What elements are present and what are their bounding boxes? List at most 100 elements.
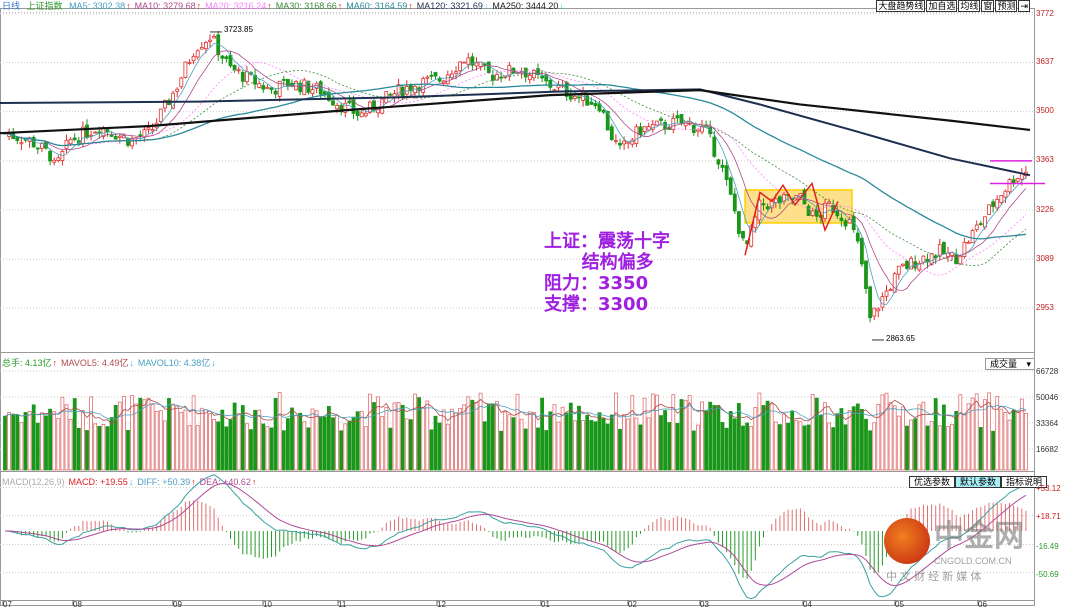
volume-bar — [150, 403, 155, 471]
volume-bar — [11, 413, 16, 471]
cngold-logo-icon — [884, 518, 930, 564]
volume-bar — [769, 403, 774, 471]
candle-body — [905, 260, 909, 269]
candle-body — [1007, 179, 1012, 193]
candlestick — [187, 59, 192, 65]
candle-body — [171, 92, 176, 109]
window-button[interactable]: 窗 — [981, 0, 995, 12]
volume-bar — [810, 394, 815, 471]
candlestick — [212, 33, 217, 39]
candlestick — [429, 70, 434, 80]
candlestick — [146, 121, 151, 134]
candlestick — [577, 93, 581, 104]
volume-bar — [449, 408, 454, 471]
candlestick — [1015, 177, 1020, 184]
volume-bar — [892, 405, 897, 471]
candlestick — [696, 129, 700, 137]
volume-bar — [322, 416, 327, 471]
candlestick — [646, 122, 651, 131]
volume-bar — [556, 421, 561, 471]
candle-body — [105, 129, 110, 133]
volume-bar — [667, 422, 672, 471]
volume-bar — [737, 403, 741, 471]
candle-body — [363, 112, 368, 117]
candle-body — [273, 90, 278, 95]
volume-tick: 66728 — [1036, 367, 1059, 376]
candlestick — [257, 80, 262, 89]
candlestick — [458, 61, 463, 77]
volume-bar — [290, 407, 294, 471]
volume-bar — [306, 427, 311, 471]
candle-body — [847, 219, 852, 224]
candle-body — [679, 113, 684, 124]
volume-bar — [187, 425, 192, 471]
volume-bar — [843, 424, 848, 471]
candlestick — [925, 253, 930, 269]
candle-body — [244, 71, 249, 83]
ma10-line — [4, 50, 1027, 291]
ma-button[interactable]: 均线 — [958, 0, 981, 12]
volume-bar — [937, 425, 942, 471]
volume-bar — [929, 421, 934, 471]
default-params-button[interactable]: 默认参数 — [955, 476, 1002, 488]
candle-body — [605, 111, 610, 131]
volume-bar — [958, 394, 963, 471]
pin-icon[interactable]: ⇥ — [1018, 0, 1030, 12]
macd-tick: -50.69 — [1036, 570, 1059, 579]
volume-bar — [195, 425, 200, 471]
candlestick — [72, 133, 77, 142]
candlestick — [199, 41, 204, 50]
candlestick — [839, 212, 844, 227]
indicator-value: MA30: 3168.66 — [275, 1, 337, 11]
month-tick: 04 — [803, 600, 812, 609]
mavol10-line — [4, 402, 1027, 420]
candlestick — [626, 141, 631, 149]
volume-bar — [638, 424, 643, 471]
arrow-down-icon: ↓ — [211, 358, 216, 368]
candle-body — [753, 216, 758, 229]
candlestick — [663, 119, 667, 135]
forecast-button[interactable]: 预测 — [995, 0, 1018, 12]
arrow-up-icon: ↑ — [191, 477, 196, 487]
volume-bar — [298, 412, 303, 471]
candlestick — [962, 237, 967, 259]
volume-bar — [199, 407, 204, 471]
volume-bar — [568, 402, 573, 471]
volume-bar — [433, 415, 438, 471]
volume-bar — [675, 423, 680, 471]
volume-bar — [1015, 411, 1020, 471]
candle-body — [974, 224, 979, 230]
volume-bar — [285, 418, 290, 471]
candle-body — [732, 193, 737, 212]
volume-bar — [749, 426, 754, 471]
volume-bar — [913, 418, 918, 471]
add-watchlist-button[interactable]: 加自选 — [926, 0, 958, 12]
candle-body — [958, 255, 963, 265]
candle-body — [158, 108, 163, 123]
volume-bar — [339, 430, 344, 471]
candle-body — [835, 210, 840, 217]
candle-body — [15, 137, 20, 141]
candlestick — [737, 211, 741, 238]
month-tick: 09 — [173, 600, 182, 609]
preferred-params-button[interactable]: 优选参数 — [909, 476, 956, 488]
candle-body — [310, 89, 315, 95]
candlestick — [35, 147, 40, 155]
volume-bar — [355, 411, 360, 471]
candlestick — [814, 204, 819, 222]
volume-bar — [294, 415, 299, 471]
trend-line-button[interactable]: 大盘趋势线 — [876, 0, 926, 12]
volume-bar — [679, 399, 684, 471]
candle-body — [331, 100, 335, 106]
volume-bar — [962, 414, 967, 471]
candlestick — [244, 65, 249, 85]
candlestick — [183, 61, 188, 79]
candle-body — [765, 206, 770, 210]
indicator-help-button[interactable]: 指标说明 — [1001, 476, 1048, 488]
candle-body — [203, 41, 208, 50]
indicator-select[interactable]: 成交量 ▾ — [985, 358, 1035, 370]
candle-body — [269, 87, 274, 91]
volume-bar — [655, 394, 659, 471]
volume-bar — [367, 393, 372, 471]
candle-body — [868, 286, 872, 319]
